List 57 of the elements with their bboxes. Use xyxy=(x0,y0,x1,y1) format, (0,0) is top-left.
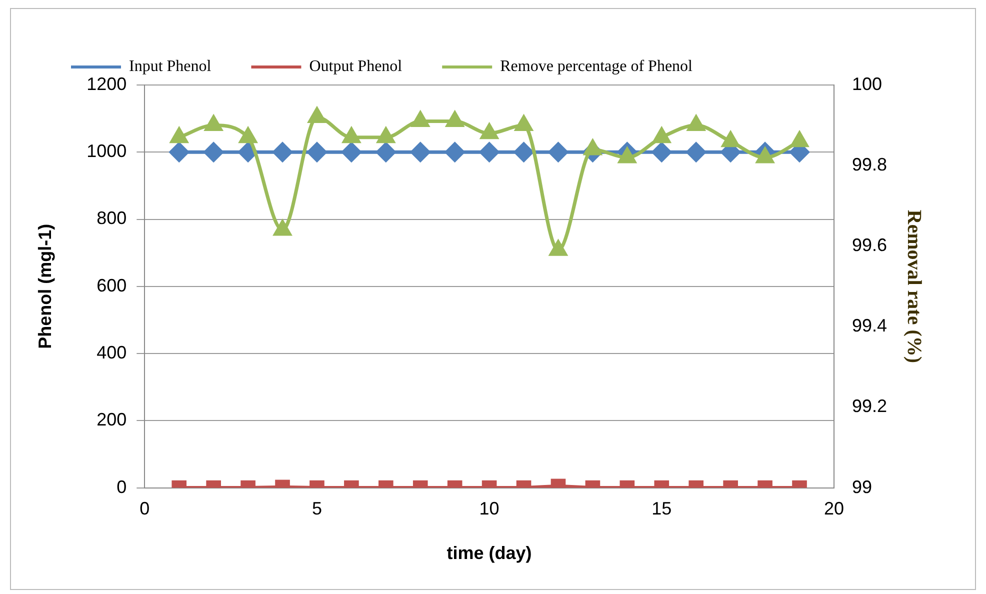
point xyxy=(756,148,774,164)
point xyxy=(204,142,224,162)
y-tick-label: 400 xyxy=(96,342,127,362)
point xyxy=(410,142,430,162)
point xyxy=(618,148,636,164)
legend-label: Remove percentage of Phenol xyxy=(500,58,694,76)
x-tick-label: 0 xyxy=(140,498,150,519)
point xyxy=(170,128,188,144)
point xyxy=(550,240,567,256)
point xyxy=(790,132,808,148)
point xyxy=(480,124,498,140)
point xyxy=(514,142,534,162)
point xyxy=(652,142,672,162)
point xyxy=(652,128,670,144)
y-tick-label: 200 xyxy=(96,410,127,430)
y2-tick-label: 99.6 xyxy=(852,235,888,256)
x-tick-label: 10 xyxy=(479,498,500,519)
point xyxy=(377,128,395,144)
point xyxy=(515,116,532,132)
y2-tick-label: 99.2 xyxy=(852,396,888,416)
x-tick-label: 15 xyxy=(652,498,672,519)
y-tick-label: 0 xyxy=(116,476,127,497)
point xyxy=(238,142,258,162)
y2-axis-title: Removal rate (%) xyxy=(902,210,925,364)
y2-tick-label: 100 xyxy=(852,74,882,94)
point xyxy=(239,128,257,144)
y-axis-title: Phenol (mgl-1) xyxy=(34,224,55,349)
point xyxy=(686,142,706,162)
legend-label: Input Phenol xyxy=(129,58,212,76)
x-tick-label: 20 xyxy=(824,498,844,519)
point xyxy=(307,142,327,162)
y2-tick-label: 99 xyxy=(852,476,872,497)
point xyxy=(274,220,292,236)
point xyxy=(342,128,360,144)
point xyxy=(308,107,326,123)
y-tick-label: 1000 xyxy=(86,141,127,162)
point xyxy=(272,142,292,162)
y-tick-label: 800 xyxy=(96,208,127,228)
legend-label: Output Phenol xyxy=(309,58,403,76)
y-tick-label: 600 xyxy=(96,275,127,296)
point xyxy=(445,142,465,162)
point xyxy=(169,142,189,162)
point xyxy=(584,140,602,156)
point xyxy=(548,142,568,162)
point xyxy=(722,132,740,148)
point xyxy=(412,112,430,127)
y2-tick-label: 99.4 xyxy=(852,316,888,336)
point xyxy=(480,142,500,162)
point xyxy=(446,112,464,127)
x-tick-label: 5 xyxy=(312,498,322,519)
point xyxy=(687,116,705,132)
x-axis-title: time (day) xyxy=(446,543,532,564)
y2-tick-label: 99.8 xyxy=(852,154,888,175)
point xyxy=(204,116,222,132)
y-tick-label: 1200 xyxy=(86,74,127,94)
point xyxy=(376,142,396,162)
point xyxy=(342,142,362,162)
